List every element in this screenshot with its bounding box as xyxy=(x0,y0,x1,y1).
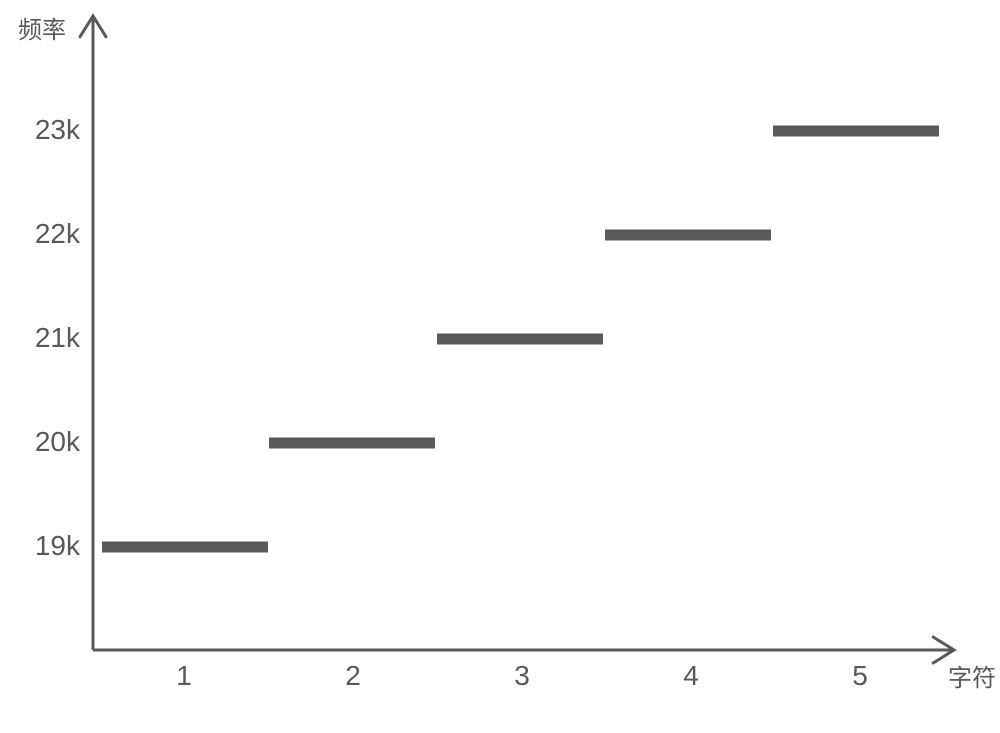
step-chart: 频率字符 19k 20k 21k 22k 23k 1 2 3 4 5 xyxy=(0,0,1000,733)
x-tick-label: 3 xyxy=(502,660,542,692)
y-tick-label: 21k xyxy=(10,322,80,354)
chart-svg xyxy=(0,0,1000,733)
x-axis-title: 字符 xyxy=(948,658,996,693)
y-tick-label: 19k xyxy=(10,530,80,562)
x-tick-label: 5 xyxy=(840,660,880,692)
y-tick-label: 22k xyxy=(10,218,80,250)
x-tick-label: 1 xyxy=(164,660,204,692)
x-tick-label: 2 xyxy=(333,660,373,692)
x-tick-label: 4 xyxy=(671,660,711,692)
y-tick-label: 20k xyxy=(10,426,80,458)
y-axis-title: 频率 xyxy=(18,10,66,45)
y-tick-label: 23k xyxy=(10,114,80,146)
